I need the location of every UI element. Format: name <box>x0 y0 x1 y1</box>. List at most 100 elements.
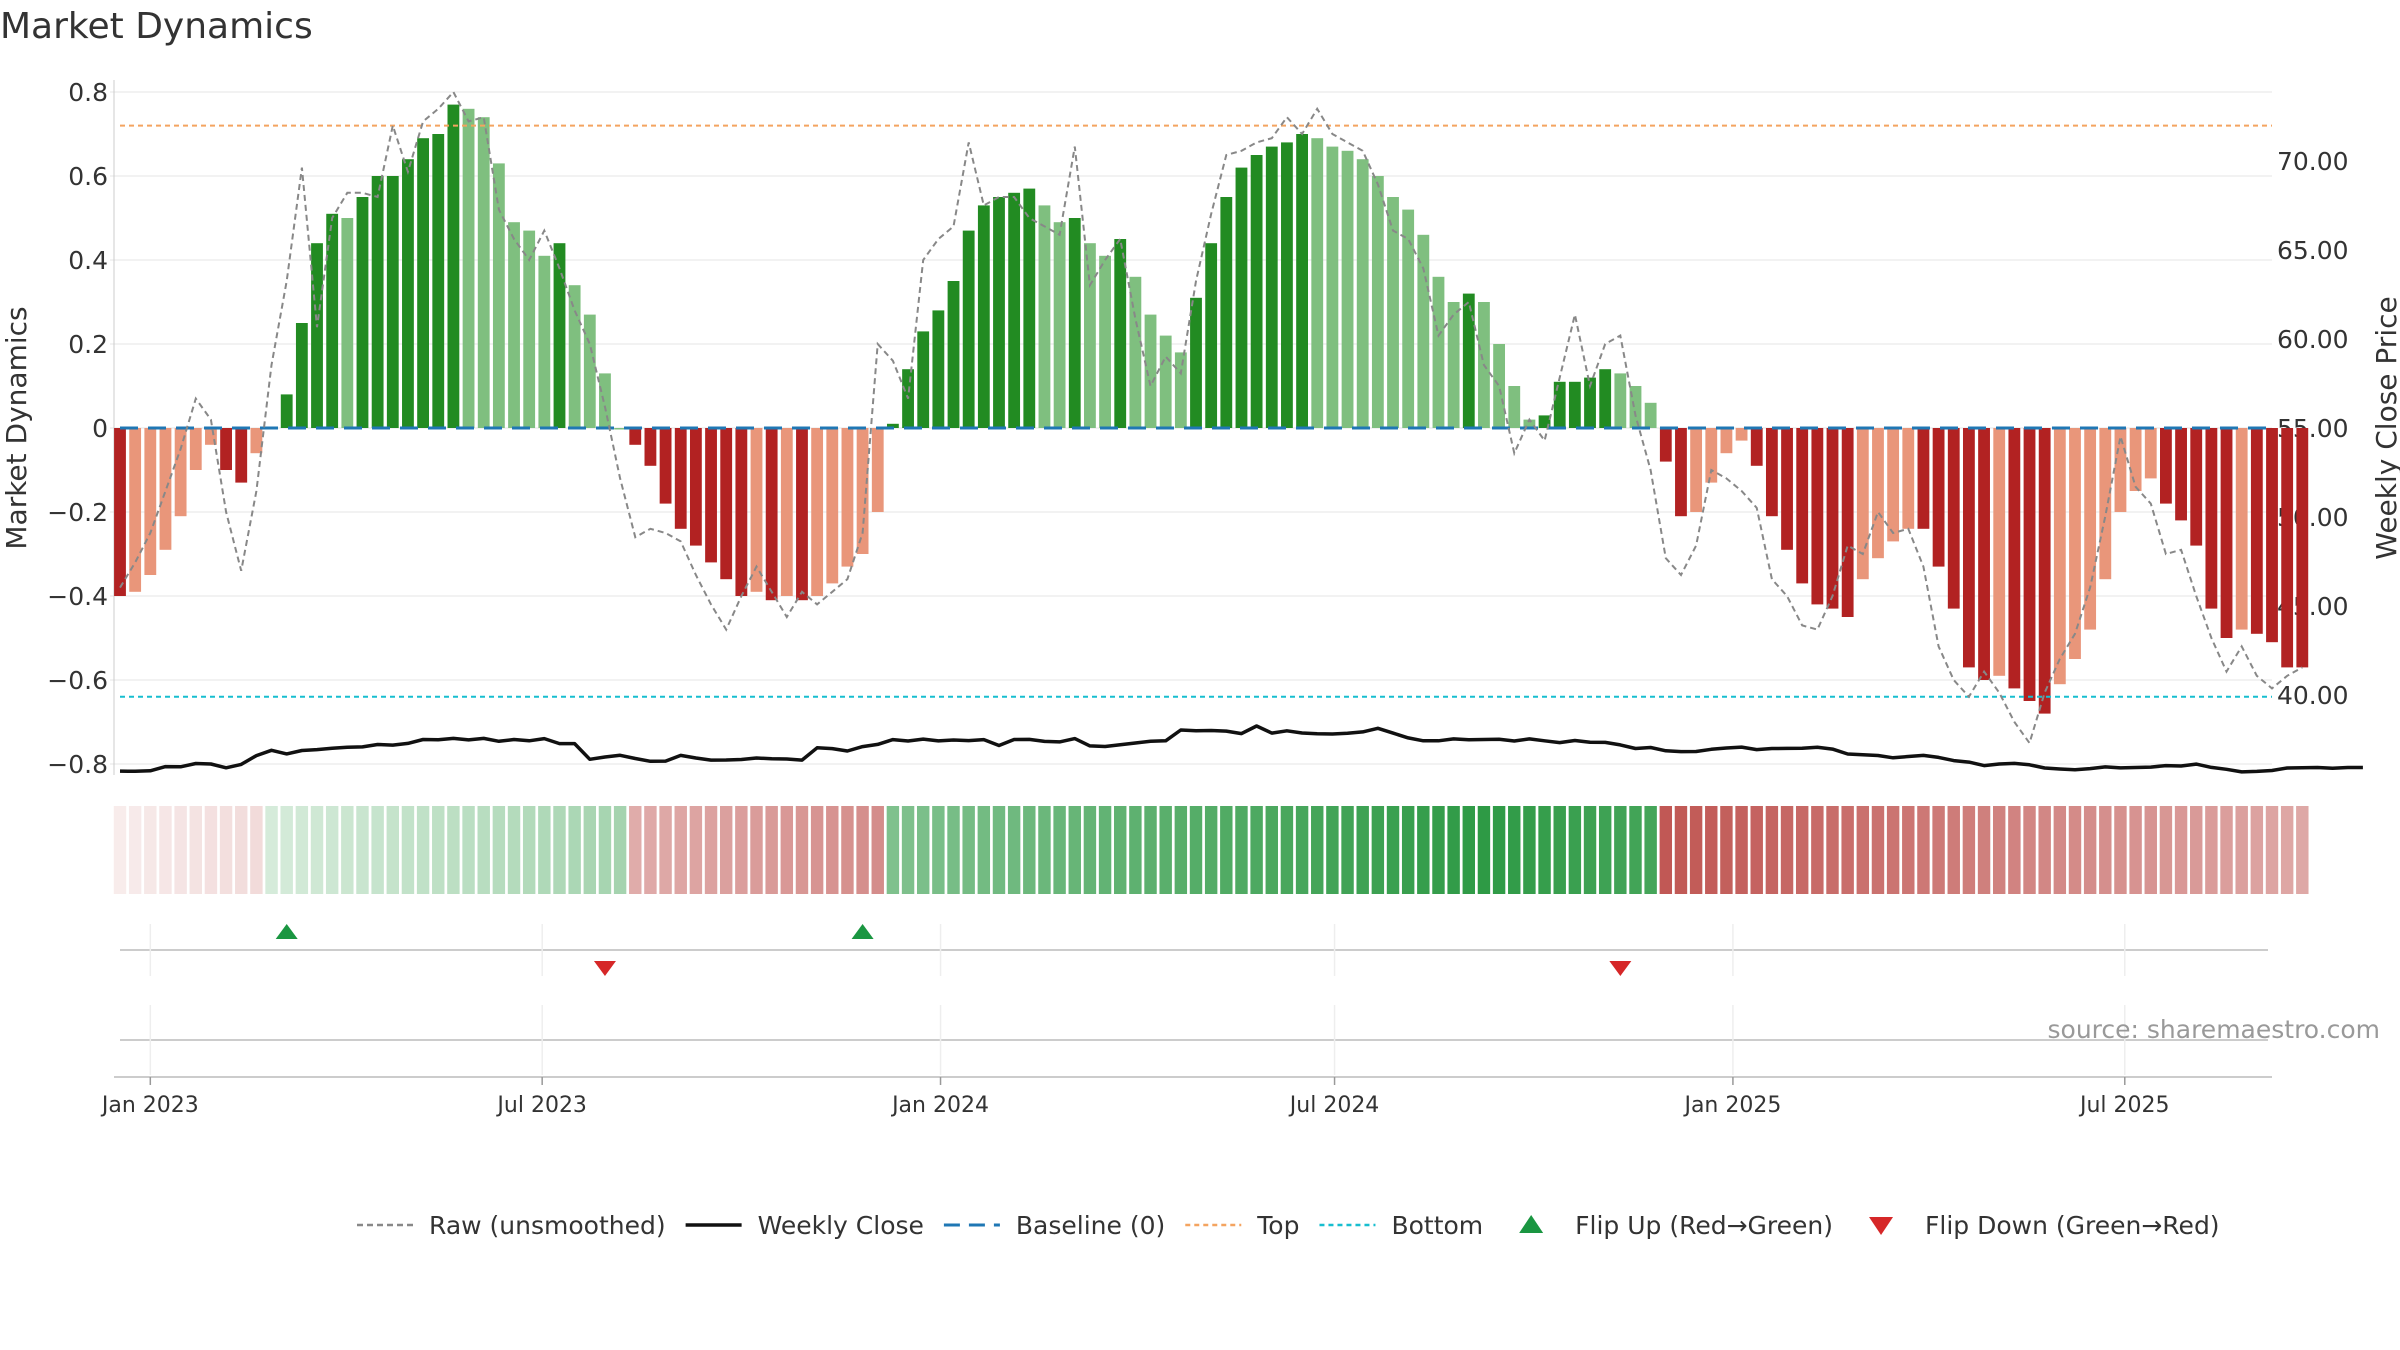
dynamics-bar <box>1493 344 1506 428</box>
strip-cell <box>659 806 672 894</box>
strip-cell <box>613 806 627 894</box>
dynamics-bar <box>1038 205 1051 428</box>
dynamics-bar <box>326 213 339 428</box>
dynamics-bar <box>523 230 536 428</box>
dynamics-bar <box>750 428 763 592</box>
flip-marker-panel <box>120 924 2268 976</box>
dynamics-bar <box>1462 293 1475 428</box>
dynamics-bar <box>1917 428 1930 529</box>
dynamics-bar <box>1538 415 1551 428</box>
legend-swatch <box>1869 1217 1894 1235</box>
strip-cell <box>371 806 384 894</box>
strip-cell <box>1765 806 1779 894</box>
dynamics-bar <box>2205 428 2218 609</box>
dynamics-bar <box>1296 134 1308 428</box>
dynamics-bar <box>477 117 490 428</box>
strip-cell <box>1023 806 1036 894</box>
dynamics-bar <box>1326 146 1339 428</box>
dynamics-bar <box>2266 428 2278 643</box>
dynamics-bar <box>159 428 172 550</box>
strip-cell <box>992 806 1006 894</box>
dynamics-bar <box>1008 192 1021 428</box>
strip-cell <box>174 806 187 894</box>
strip-cell <box>1659 806 1673 894</box>
strip-cell <box>932 806 945 894</box>
y-tick-label: 0.4 <box>68 246 108 275</box>
dynamics-bar <box>462 108 475 429</box>
trend-strip-panel <box>113 806 2309 894</box>
strip-cell <box>1598 806 1612 894</box>
strip-cell <box>2053 806 2067 894</box>
dynamics-bar <box>1675 428 1687 517</box>
strip-cell <box>765 806 778 894</box>
dynamics-bar <box>917 331 930 428</box>
dynamics-bar <box>1659 428 1672 462</box>
strip-cell <box>1083 806 1097 894</box>
dynamics-bar <box>1932 428 1945 567</box>
dynamics-bar <box>2069 428 2081 659</box>
y-tick-label: 0.8 <box>68 78 108 107</box>
strip-cell <box>189 806 202 894</box>
strip-cell <box>856 806 869 894</box>
strip-cell <box>2038 806 2051 894</box>
strip-cell <box>780 806 794 894</box>
strip-cell <box>1159 806 1172 894</box>
strip-cell <box>1583 806 1597 894</box>
dynamics-bar <box>720 428 733 580</box>
dynamics-bar <box>765 428 778 601</box>
dynamics-bar <box>2296 428 2309 668</box>
main-plot-panel: 0.8 0.6 0.4 0.2 0 −0.2 −0.4 −0.6 −0.8 70.00 65.00 6… <box>47 78 2363 779</box>
dynamics-bar <box>2190 428 2203 546</box>
dynamics-bar <box>1629 386 1642 428</box>
dynamics-bar <box>220 428 232 470</box>
y-tick-label: −0.8 <box>47 750 108 779</box>
strip-cell <box>1902 806 1915 894</box>
strip-cell <box>462 806 475 894</box>
dynamics-bar <box>1250 155 1263 428</box>
dynamics-bar <box>1311 138 1324 428</box>
strip-cell <box>1947 806 1960 894</box>
dynamics-bar <box>1765 428 1778 517</box>
dynamics-bar <box>1705 428 1718 483</box>
x-tick-label: Jan 2023 <box>100 1093 199 1118</box>
date-axis: Jan 2023 Jul 2023 Jan 2024 Jul 2024 Jan 2025… <box>100 1076 2272 1118</box>
strip-cell <box>1265 806 1278 894</box>
strip-cell <box>1356 806 1369 894</box>
dynamics-bar <box>1129 276 1142 428</box>
dynamics-bar <box>962 230 975 428</box>
dynamics-bar <box>1902 428 1915 529</box>
dynamics-bar <box>174 428 187 517</box>
strip-cell <box>2008 806 2021 894</box>
strip-cell <box>795 806 809 894</box>
dynamics-bar <box>129 428 142 592</box>
dynamics-bar <box>780 428 793 596</box>
strip-cell <box>1038 806 1051 894</box>
dynamics-bar <box>1356 159 1369 428</box>
strip-cell <box>1098 806 1112 894</box>
dynamics-bar <box>1599 369 1612 428</box>
dynamics-bar <box>1235 167 1248 428</box>
dynamics-bar <box>689 428 702 546</box>
dynamics-bar <box>629 428 642 445</box>
dynamics-bar <box>553 243 566 428</box>
legend-label: Baseline (0) <box>1016 1211 1165 1240</box>
dynamics-bar <box>2220 428 2233 638</box>
dynamics-bar <box>311 243 323 428</box>
dynamics-bar <box>1735 428 1748 441</box>
strip-cell <box>1735 806 1748 894</box>
strip-cell <box>1295 806 1309 894</box>
dynamics-bar <box>1265 146 1278 428</box>
strip-cell <box>2129 806 2142 894</box>
dynamics-bar <box>2038 428 2051 714</box>
strip-cell <box>250 806 263 894</box>
dynamics-bar <box>1947 428 1960 609</box>
strip-cell <box>598 806 612 894</box>
x-tick-label: Jul 2023 <box>495 1093 587 1118</box>
strip-cell <box>1189 806 1203 894</box>
strip-cell <box>644 806 657 894</box>
y-axis-label: Market Dynamics <box>0 306 33 549</box>
dynamics-bar <box>1023 188 1036 428</box>
strip-cell <box>1614 806 1627 894</box>
strip-cell <box>1220 806 1233 894</box>
